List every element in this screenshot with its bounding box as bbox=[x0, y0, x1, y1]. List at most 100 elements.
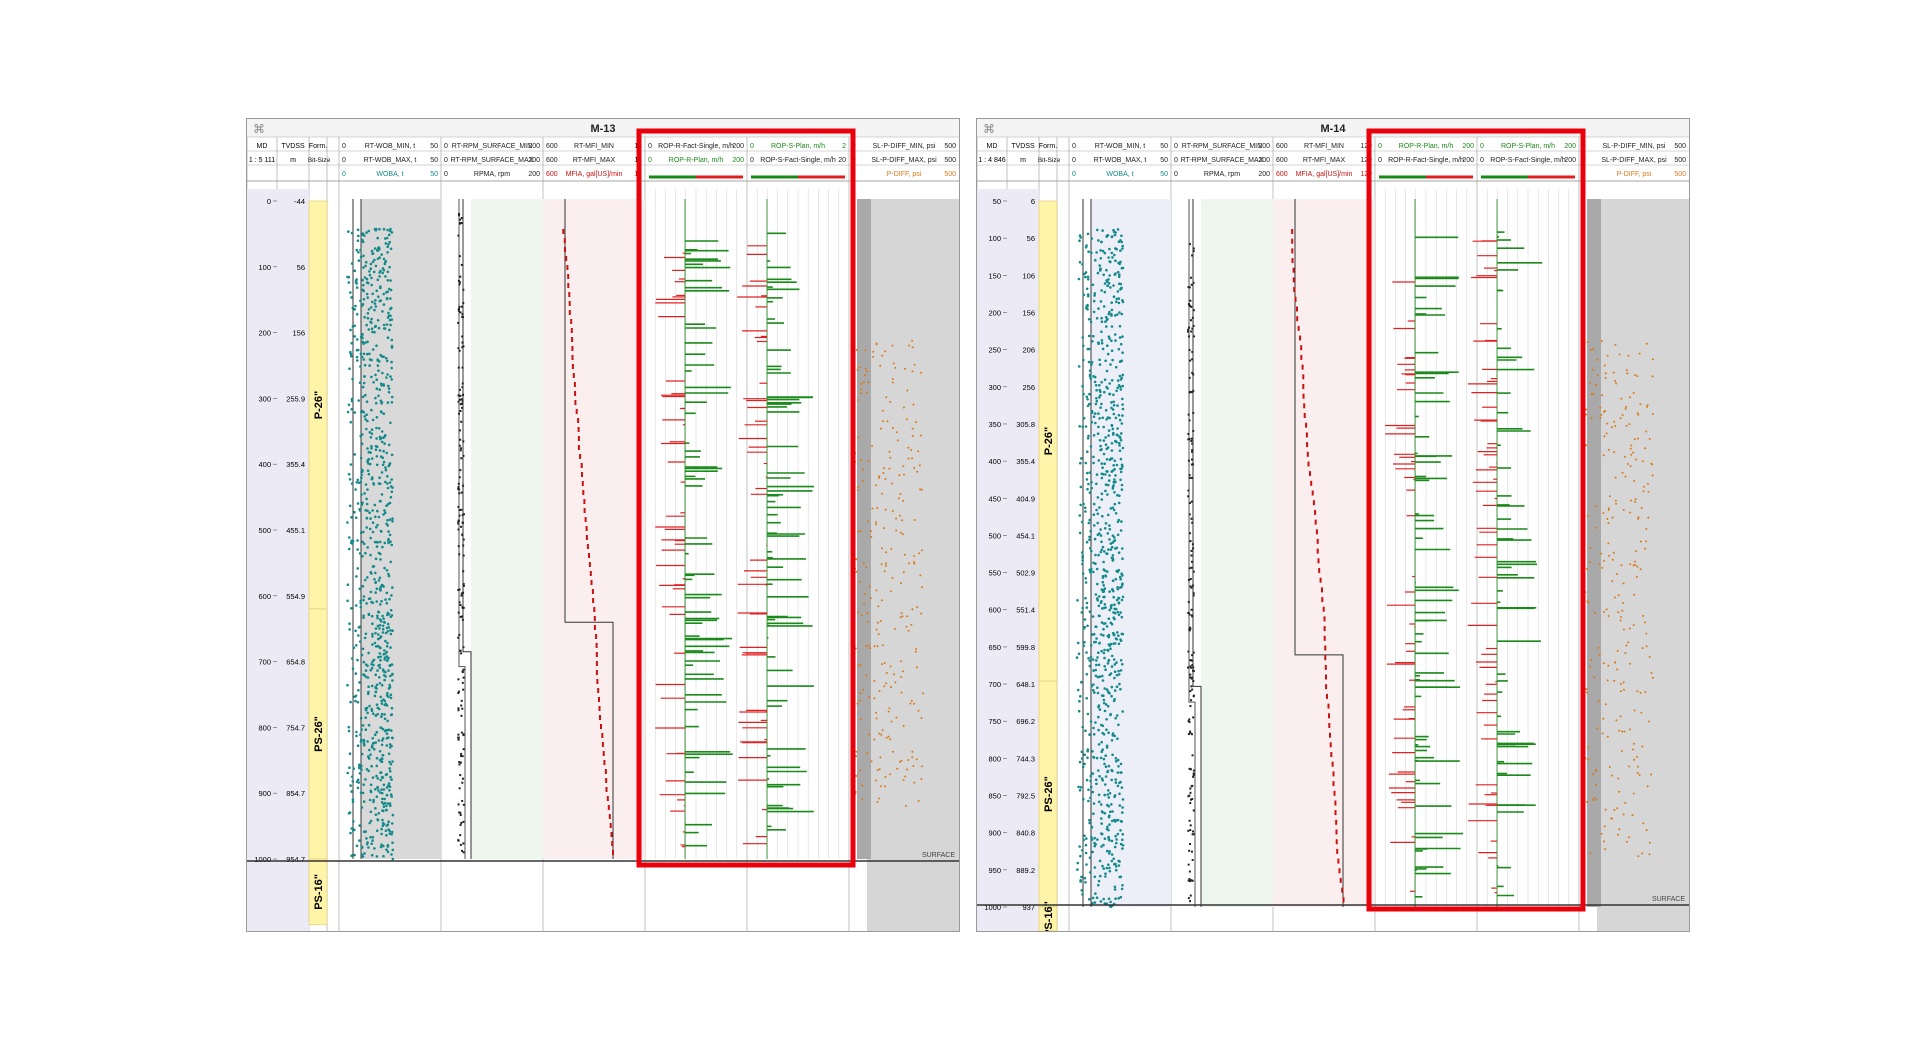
pdiff-point bbox=[1651, 413, 1654, 415]
rpma-point bbox=[462, 842, 465, 845]
woba-point bbox=[1093, 537, 1097, 541]
tvd-tick-label: 696.2 bbox=[1016, 717, 1035, 726]
rpma-point bbox=[1189, 276, 1192, 279]
woba-point bbox=[371, 348, 375, 351]
woba-point bbox=[384, 259, 388, 263]
woba-point bbox=[362, 800, 366, 803]
pdiff-point bbox=[1607, 542, 1610, 545]
woba-point bbox=[1102, 757, 1106, 761]
mfia-point bbox=[571, 355, 574, 360]
woba-point bbox=[1113, 670, 1117, 673]
rpma-point bbox=[1192, 809, 1195, 812]
woba-point bbox=[1077, 785, 1080, 789]
pdiff-point bbox=[855, 558, 858, 561]
rpma-point bbox=[1188, 718, 1191, 721]
pdiff-point bbox=[1637, 855, 1640, 858]
woba-point bbox=[1081, 572, 1085, 575]
pdiff-point bbox=[868, 733, 871, 736]
woba-point bbox=[353, 510, 356, 514]
rpma-point bbox=[461, 366, 464, 369]
woba-point bbox=[358, 508, 361, 511]
woba-point bbox=[375, 387, 379, 391]
woba-point bbox=[1111, 534, 1115, 537]
woba-point bbox=[390, 490, 394, 494]
pdiff-point bbox=[1603, 435, 1606, 438]
woba-point bbox=[369, 790, 373, 794]
woba-point bbox=[375, 289, 378, 293]
rpma-point bbox=[457, 707, 460, 710]
rpma-point bbox=[1188, 794, 1191, 797]
woba-point bbox=[1112, 228, 1115, 232]
woba-point bbox=[1096, 838, 1099, 841]
woba-point bbox=[1093, 836, 1096, 840]
woba-point bbox=[374, 571, 377, 575]
woba-point bbox=[346, 683, 349, 687]
track-max-label: 50 bbox=[430, 143, 438, 150]
woba-point bbox=[1105, 234, 1109, 238]
woba-point bbox=[1113, 885, 1117, 889]
woba-point bbox=[1100, 600, 1103, 603]
woba-point bbox=[1116, 228, 1120, 231]
woba-point bbox=[387, 530, 390, 533]
woba-point bbox=[355, 730, 358, 734]
rpma-point bbox=[459, 311, 462, 314]
track-min-label: 0 bbox=[648, 143, 652, 150]
woba-point bbox=[391, 629, 394, 632]
rpma-point bbox=[1187, 432, 1190, 435]
pdiff-point bbox=[1651, 375, 1654, 378]
pdiff-point bbox=[911, 750, 914, 753]
pdiff-point bbox=[1618, 828, 1621, 831]
woba-point bbox=[1113, 676, 1116, 680]
woba-point bbox=[381, 267, 385, 270]
woba-point bbox=[1089, 445, 1093, 448]
mfi-track-bg bbox=[1273, 199, 1375, 907]
rpma-point bbox=[1191, 371, 1194, 374]
woba-point bbox=[1114, 512, 1118, 515]
woba-point bbox=[1084, 577, 1087, 580]
rpm-track-bg bbox=[1201, 199, 1273, 907]
woba-point bbox=[1081, 556, 1084, 559]
rpma-point bbox=[1190, 608, 1193, 611]
woba-point bbox=[354, 488, 357, 491]
woba-point bbox=[358, 763, 361, 767]
mfia-point bbox=[1291, 229, 1294, 234]
pdiff-point bbox=[910, 449, 913, 451]
woba-point bbox=[362, 358, 366, 361]
pdiff-point bbox=[1619, 619, 1622, 622]
woba-point bbox=[371, 643, 374, 646]
woba-point bbox=[383, 713, 386, 716]
woba-point bbox=[361, 647, 365, 651]
rpma-point bbox=[1188, 628, 1191, 631]
pdiff-point bbox=[1624, 405, 1627, 408]
woba-point bbox=[363, 492, 366, 495]
woba-point bbox=[1113, 689, 1117, 692]
rpma-point bbox=[1190, 463, 1193, 466]
woba-point bbox=[386, 245, 389, 249]
woba-point bbox=[379, 778, 383, 782]
pdiff-point bbox=[901, 615, 904, 618]
rpma-point bbox=[461, 382, 464, 385]
mfia-point bbox=[1307, 461, 1310, 467]
rpma-point bbox=[458, 398, 461, 401]
rpma-point bbox=[460, 752, 463, 755]
mfia-point bbox=[1306, 442, 1309, 448]
woba-point bbox=[1094, 593, 1098, 596]
woba-point bbox=[1111, 557, 1115, 560]
woba-point bbox=[1111, 579, 1115, 582]
rpma-point bbox=[1189, 894, 1192, 897]
woba-point bbox=[1081, 562, 1084, 566]
woba-point bbox=[1111, 358, 1114, 362]
woba-point bbox=[376, 523, 379, 527]
woba-point bbox=[1111, 753, 1114, 757]
woba-point bbox=[388, 664, 392, 668]
woba-point bbox=[371, 601, 375, 605]
pdiff-point bbox=[1630, 499, 1632, 502]
woba-point bbox=[1107, 635, 1111, 639]
woba-point bbox=[1088, 369, 1092, 372]
rpma-point bbox=[1188, 613, 1191, 616]
pdiff-point bbox=[902, 571, 905, 574]
woba-point bbox=[370, 283, 373, 287]
woba-point bbox=[362, 283, 365, 287]
rpma-point bbox=[462, 513, 465, 516]
woba-point bbox=[1087, 318, 1091, 321]
